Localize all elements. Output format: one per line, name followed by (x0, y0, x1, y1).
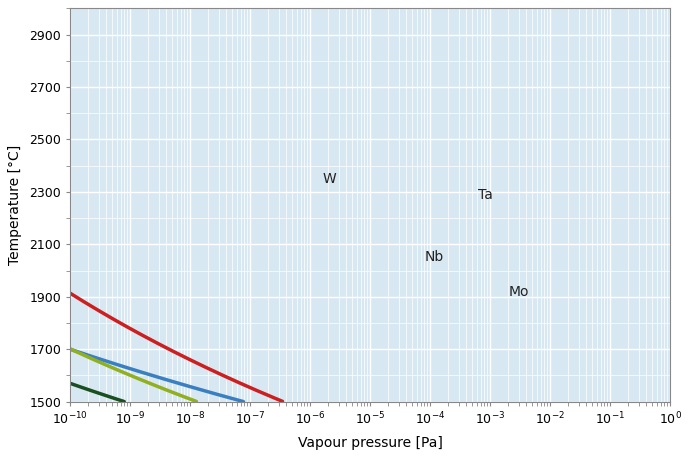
Text: Ta: Ta (478, 187, 493, 202)
Text: Nb: Nb (424, 251, 444, 264)
Text: Mo: Mo (508, 284, 529, 299)
X-axis label: Vapour pressure [Pa]: Vapour pressure [Pa] (297, 436, 442, 450)
Text: W: W (322, 172, 336, 186)
Y-axis label: Temperature [°C]: Temperature [°C] (8, 145, 22, 265)
